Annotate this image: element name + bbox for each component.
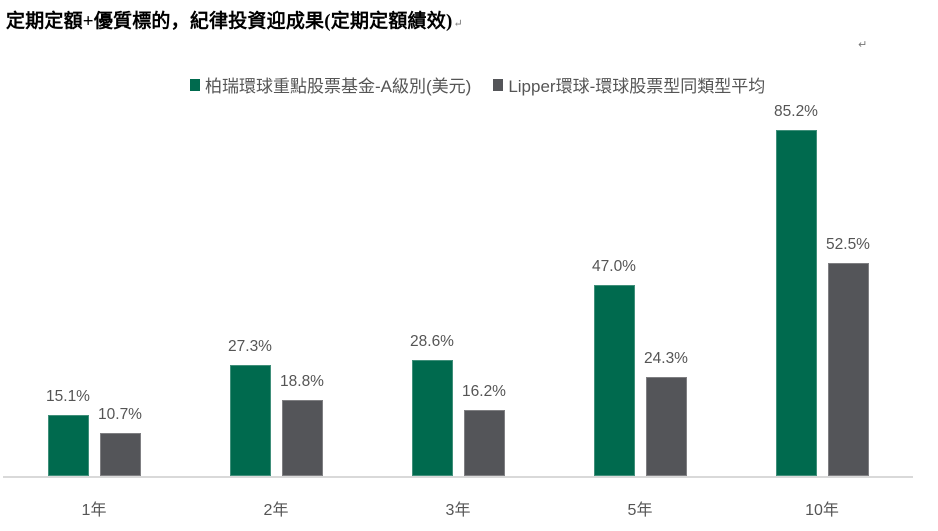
x-axis-category-label: 5年 <box>627 502 653 519</box>
chart-legend: 柏瑞環球重點股票基金-A級別(美元) Lipper環球-環球股票型同類型平均 <box>190 72 787 97</box>
data-label: 24.3% <box>644 350 688 368</box>
bar-fund <box>411 359 453 476</box>
x-axis-category-label: 10年 <box>805 502 839 519</box>
data-label: 85.2% <box>774 103 818 121</box>
data-label: 18.8% <box>280 372 324 390</box>
bar-peer-average <box>463 410 505 476</box>
legend-label: 柏瑞環球重點股票基金-A級別(美元) <box>205 77 472 96</box>
x-axis-category-label: 3年 <box>445 502 471 519</box>
document-title: 定期定額+優質標的，紀律投資迎成果(定期定額績效)↵ <box>6 6 463 33</box>
bar-peer-average <box>281 399 323 476</box>
data-label: 28.6% <box>410 332 454 350</box>
x-axis-category-label: 1年 <box>81 502 107 519</box>
data-label: 52.5% <box>826 235 870 253</box>
bar-peer-average <box>645 377 687 476</box>
legend-item-fund: 柏瑞環球重點股票基金-A級別(美元) <box>190 72 471 97</box>
legend-swatch-icon <box>190 78 200 91</box>
legend-swatch-icon <box>493 78 504 91</box>
x-axis-category-label: 2年 <box>263 502 289 519</box>
bar-peer-average <box>827 262 869 476</box>
legend-item-peer-average: Lipper環球-環球股票型同類型平均 <box>493 72 765 97</box>
document-title-text: 定期定額+優質標的，紀律投資迎成果(定期定額績效) <box>6 11 453 32</box>
paragraph-mark-icon: ↵ <box>453 18 463 30</box>
data-label: 27.3% <box>228 338 272 356</box>
legend-label: Lipper環球-環球股票型同類型平均 <box>508 77 766 96</box>
data-label: 15.1% <box>46 387 90 405</box>
x-axis-line <box>3 476 913 478</box>
data-label: 47.0% <box>592 258 636 276</box>
bar-fund <box>47 414 89 476</box>
bar-fund <box>775 130 817 476</box>
data-label: 10.7% <box>98 405 142 423</box>
data-label: 16.2% <box>462 383 506 401</box>
paragraph-mark-icon: ↵ <box>858 39 868 51</box>
bar-fund <box>229 365 271 476</box>
bar-fund <box>593 285 635 476</box>
bar-peer-average <box>99 432 141 476</box>
